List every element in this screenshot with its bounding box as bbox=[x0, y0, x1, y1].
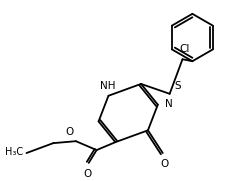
Text: Cl: Cl bbox=[180, 44, 190, 54]
Text: N: N bbox=[165, 99, 173, 109]
Text: S: S bbox=[175, 81, 181, 91]
Text: O: O bbox=[66, 127, 74, 137]
Text: O: O bbox=[83, 169, 92, 179]
Text: H₃C: H₃C bbox=[5, 147, 23, 157]
Text: NH: NH bbox=[100, 81, 115, 91]
Text: O: O bbox=[161, 159, 169, 169]
